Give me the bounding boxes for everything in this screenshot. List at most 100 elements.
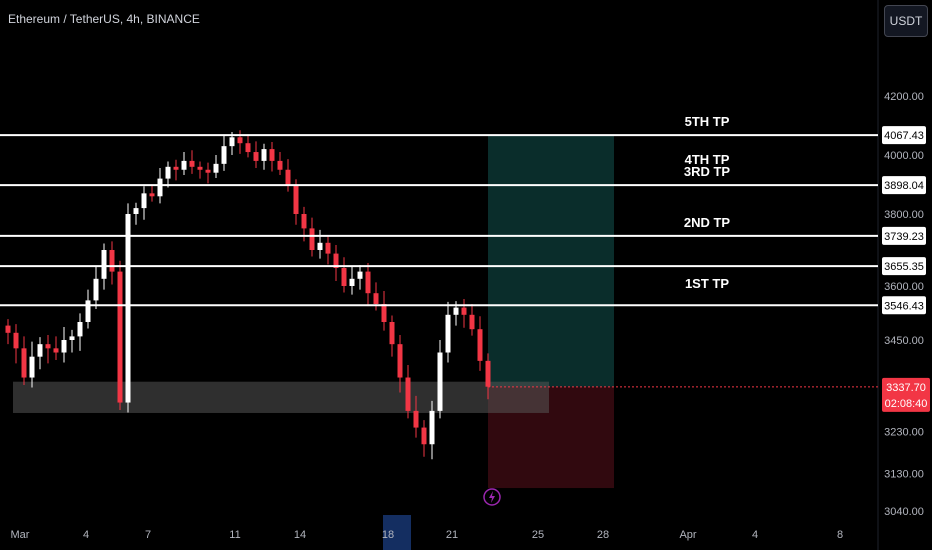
- candle-body: [245, 143, 251, 153]
- candle-body: [61, 340, 67, 353]
- candle-body: [333, 253, 339, 268]
- tp-price-tag: 3655.35: [884, 261, 924, 273]
- candle-body: [325, 242, 331, 254]
- candle-body: [485, 360, 491, 387]
- bar-countdown: 02:08:40: [885, 398, 928, 410]
- candle-body: [437, 352, 443, 411]
- candle-body: [77, 322, 83, 337]
- currency-button[interactable]: USDT: [884, 5, 928, 37]
- candle-body: [157, 178, 163, 197]
- candle-body: [301, 214, 307, 229]
- candle-body: [293, 184, 299, 214]
- candle-body: [269, 149, 275, 161]
- price-tag-bg: [882, 176, 926, 195]
- candle-body: [213, 163, 219, 173]
- x-axis-tick-label: 21: [446, 529, 458, 541]
- candle-body: [349, 278, 355, 286]
- tp-price-tag: 4067.43: [884, 130, 924, 142]
- support-zone: [13, 381, 549, 413]
- y-axis-tick-label: 3230.00: [884, 427, 924, 439]
- candle-body: [181, 160, 187, 170]
- tp-label: 2ND TP: [684, 215, 731, 230]
- candle-body: [13, 332, 19, 349]
- candle-body: [109, 250, 115, 272]
- tp-label: 1ST TP: [685, 276, 729, 291]
- candle-body: [37, 344, 43, 357]
- candle-body: [205, 169, 211, 173]
- candle-body: [45, 344, 51, 349]
- candle-body: [309, 228, 315, 250]
- candle-body: [133, 208, 139, 214]
- y-axis-tick-label: 3040.00: [884, 506, 924, 518]
- y-axis-tick-label: 3600.00: [884, 281, 924, 293]
- x-axis-tick-label: 25: [532, 529, 544, 541]
- candle-body: [413, 410, 419, 428]
- candle-body: [389, 322, 395, 345]
- tp-price-tag: 3739.23: [884, 231, 924, 243]
- candle-body: [221, 146, 227, 164]
- price-tag-bg: [882, 126, 926, 145]
- candle-body: [85, 300, 91, 322]
- candle-body: [341, 268, 347, 286]
- tp-label: 5TH TP: [685, 114, 730, 129]
- candle-body: [141, 193, 147, 209]
- y-axis-tick-label: 3800.00: [884, 209, 924, 221]
- last-price-tag: 3337.70: [886, 382, 926, 394]
- candle-body: [165, 166, 171, 179]
- candle-body: [237, 137, 243, 144]
- candle-body: [261, 149, 267, 161]
- candle-body: [469, 314, 475, 330]
- x-axis-tick-label: Mar: [11, 529, 30, 541]
- price-tag-bg: [882, 226, 926, 245]
- candle-body: [445, 314, 451, 353]
- candle-body: [357, 271, 363, 279]
- y-axis-tick-label: 3130.00: [884, 468, 924, 480]
- candle-body: [53, 348, 59, 353]
- price-tag-bg: [882, 296, 926, 315]
- x-axis-tick-label: 7: [145, 529, 151, 541]
- lightning-icon-glyph: [489, 491, 495, 503]
- candle-body: [125, 214, 131, 403]
- candle-body: [477, 329, 483, 361]
- x-axis-tick-label: Apr: [679, 529, 696, 541]
- candle-body: [197, 166, 203, 170]
- candle-body: [461, 307, 467, 315]
- x-axis-tick-label: 28: [597, 529, 609, 541]
- x-axis-tick-label: 4: [752, 529, 758, 541]
- price-tag-bg: [882, 257, 926, 276]
- candle-body: [253, 152, 259, 161]
- candle-body: [189, 160, 195, 167]
- x-axis-tick-label: 8: [837, 529, 843, 541]
- y-axis-tick-label: 3450.00: [884, 335, 924, 347]
- long-position-profit-zone: [488, 135, 614, 387]
- candle-body: [69, 336, 75, 340]
- candle-body: [101, 250, 107, 279]
- candle-body: [373, 293, 379, 304]
- candle-body: [149, 193, 155, 197]
- candle-body: [317, 242, 323, 250]
- last-price-tag-bg: [882, 377, 930, 412]
- candle-body: [229, 137, 235, 147]
- candle-body: [93, 278, 99, 301]
- candle-body: [405, 377, 411, 411]
- chart-title: Ethereum / TetherUS, 4h, BINANCE: [8, 12, 200, 26]
- candle-body: [277, 160, 283, 170]
- x-axis-highlight: [383, 515, 411, 550]
- candle-body: [117, 271, 123, 403]
- tp-price-tag: 3898.04: [884, 180, 924, 192]
- candle-body: [173, 166, 179, 170]
- tp-label: 3RD TP: [684, 164, 731, 179]
- tp-price-tag: 3546.43: [884, 300, 924, 312]
- y-axis-tick-label: 4200.00: [884, 91, 924, 103]
- lightning-icon[interactable]: [483, 488, 501, 506]
- candle-body: [21, 348, 27, 378]
- candle-body: [285, 169, 291, 185]
- x-axis-tick-label: 11: [229, 529, 240, 541]
- candle-body: [429, 410, 435, 445]
- x-axis-tick-label: 4: [83, 529, 89, 541]
- x-axis-tick-label: 18: [382, 529, 394, 541]
- candle-body: [453, 307, 459, 315]
- candle-body: [421, 427, 427, 445]
- candle-body: [5, 325, 11, 333]
